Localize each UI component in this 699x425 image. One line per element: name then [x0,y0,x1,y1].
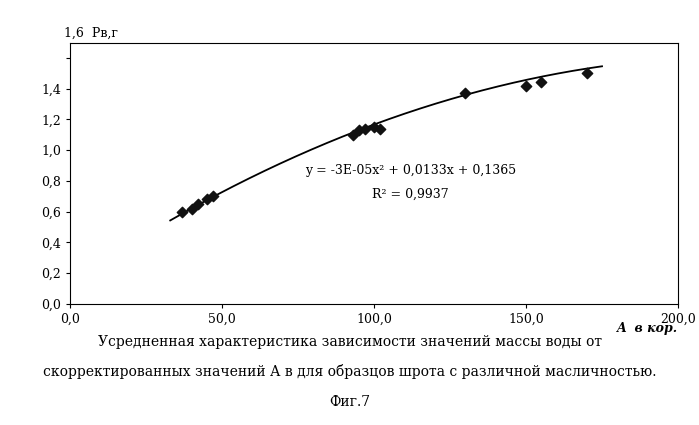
Point [177,208,188,215]
Point [520,82,531,89]
Point [192,201,203,207]
Text: A  в кор.: A в кор. [617,322,678,335]
Point [375,125,386,132]
Point [581,70,592,76]
Text: R² = 0,9937: R² = 0,9937 [372,187,449,201]
Text: y = -3E-05x² + 0,0133x + 0,1365: y = -3E-05x² + 0,0133x + 0,1365 [305,164,516,177]
Text: Усредненная характеристика зависимости значений массы воды от: Усредненная характеристика зависимости з… [97,335,602,349]
Point [359,125,370,132]
Point [201,196,212,203]
Point [186,205,197,212]
Point [535,79,547,86]
Text: 1,6  Рв,г: 1,6 Рв,г [64,27,117,40]
Point [368,124,380,130]
Point [347,131,359,138]
Text: Фиг.7: Фиг.7 [329,395,370,408]
Point [353,127,364,133]
Text: скорректированных значений А в для образцов шрота с различной масличностью.: скорректированных значений А в для образ… [43,364,656,380]
Point [460,90,471,96]
Point [207,193,218,200]
